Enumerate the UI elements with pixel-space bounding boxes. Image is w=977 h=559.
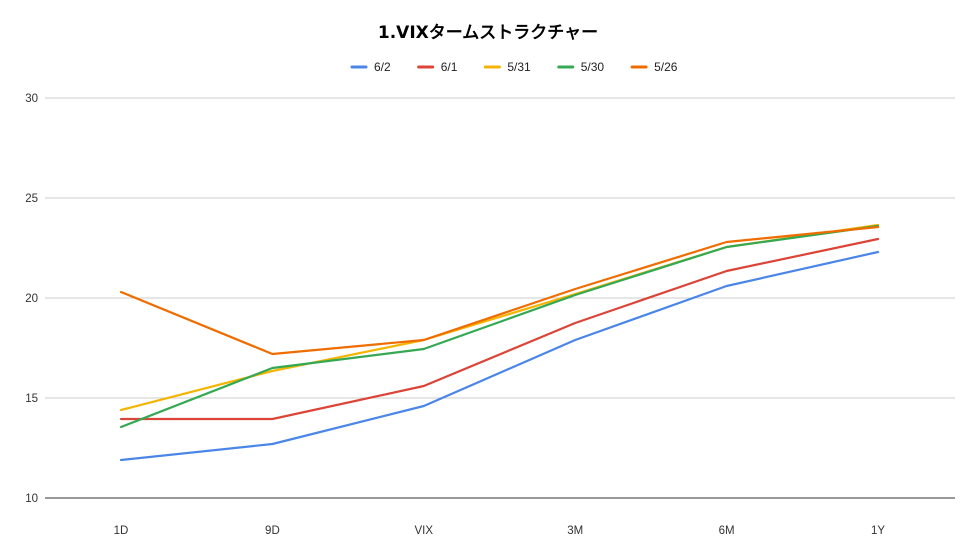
legend-item[interactable]: 6/1 (417, 60, 458, 74)
x-tick-label: 9D (265, 525, 280, 537)
series-line-6-1 (119, 237, 880, 421)
legend: 6/2 6/1 5/31 5/30 5/26 (350, 60, 678, 74)
chart-title: 1.VIXタームストラクチャー (378, 23, 598, 43)
legend-item[interactable]: 5/26 (630, 60, 678, 74)
x-axis: 1D 9D VIX 3M 6M 1Y (114, 525, 886, 537)
series-line-5-30 (119, 224, 880, 429)
legend-label: 5/26 (654, 60, 678, 74)
x-tick-label: VIX (415, 525, 434, 537)
y-tick-label: 15 (25, 393, 38, 405)
y-tick-label: 10 (25, 493, 38, 505)
legend-item[interactable]: 6/2 (350, 60, 391, 74)
y-tick-label: 20 (25, 293, 38, 305)
x-tick-label: 6M (719, 525, 735, 537)
y-tick-label: 25 (25, 193, 38, 205)
legend-label: 5/31 (507, 60, 531, 74)
legend-label: 6/2 (374, 60, 391, 74)
y-tick-label: 30 (25, 93, 38, 105)
x-tick-label: 1D (114, 525, 129, 537)
x-tick-label: 3M (567, 525, 583, 537)
legend-label: 6/1 (441, 60, 458, 74)
x-tick-label: 1Y (871, 525, 885, 537)
y-axis: 10 15 20 25 30 (25, 93, 38, 505)
legend-item[interactable]: 5/31 (483, 60, 531, 74)
legend-label: 5/30 (581, 60, 605, 74)
legend-item[interactable]: 5/30 (557, 60, 605, 74)
series-line-6-2 (119, 250, 880, 462)
series-line-5-26 (119, 225, 880, 356)
series-lines (119, 223, 880, 462)
gridlines (45, 97, 955, 499)
